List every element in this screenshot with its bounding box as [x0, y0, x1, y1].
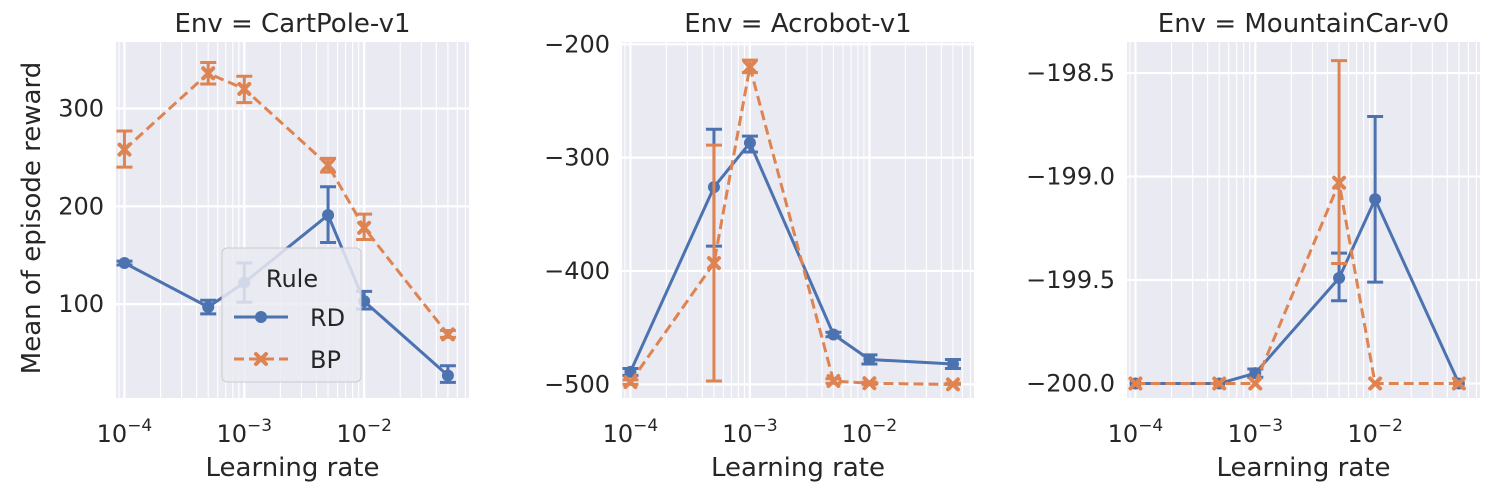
- data-point: [742, 59, 757, 74]
- data-point: [1128, 376, 1143, 391]
- series-bp: [1128, 59, 1466, 391]
- x-tick-label: 10−3: [1227, 416, 1283, 448]
- panel-3: 10−4 10−3 10−2 −200.0 −199.5 −199.0 −198.5 Env …: [1026, 9, 1480, 483]
- x-tick-label: 10−3: [216, 416, 272, 448]
- series-line: [629, 65, 954, 386]
- data-point: [827, 328, 840, 341]
- data-point: [117, 142, 132, 157]
- y-tick-label: −200.0: [1026, 370, 1115, 398]
- panel-2: 10−4 10−3 10−2 −500 −400 −300 −200 Env = Acrobo…: [544, 9, 974, 483]
- data-point: [118, 257, 131, 270]
- legend-box: [221, 247, 362, 383]
- legend-marker: [255, 311, 267, 323]
- y-tick-label: 200: [58, 192, 104, 220]
- panel-title: Env = MountainCar-v0: [1158, 9, 1449, 39]
- data-point: [706, 256, 721, 271]
- data-point: [826, 373, 841, 388]
- series-line: [1135, 181, 1459, 385]
- series-rd: [622, 127, 961, 378]
- series-line: [123, 71, 450, 336]
- panel-1: 10−4 10−3 10−2 100 200 300 Env = CartPole-v1 Le…: [17, 9, 469, 483]
- x-axis-label: Learning rate: [1217, 453, 1391, 483]
- series-line: [629, 141, 954, 373]
- y-tick-label: −400: [544, 257, 610, 285]
- data-point: [946, 357, 959, 370]
- x-tick-label: 10−4: [1108, 416, 1164, 448]
- data-point: [862, 376, 877, 391]
- data-point: [624, 365, 637, 378]
- data-point: [863, 353, 876, 366]
- x-axis-label: Learning rate: [711, 453, 885, 483]
- y-tick-label: −198.5: [1026, 59, 1115, 87]
- data-point: [945, 377, 960, 392]
- data-point: [201, 66, 216, 81]
- plot-background: [622, 42, 974, 398]
- legend-label: RD: [310, 304, 345, 332]
- data-point: [1368, 376, 1383, 391]
- data-point: [1333, 271, 1346, 284]
- y-tick-label: −500: [544, 370, 610, 398]
- data-point: [623, 375, 638, 390]
- data-point: [322, 209, 335, 222]
- y-tick-label: −199.5: [1026, 266, 1115, 294]
- data-point: [237, 81, 252, 96]
- legend-marker: [254, 352, 268, 366]
- x-tick-label: 10−4: [97, 416, 153, 448]
- data-point: [357, 220, 372, 235]
- data-point: [441, 369, 454, 382]
- data-point: [202, 301, 215, 314]
- data-point: [1369, 193, 1382, 206]
- data-point: [1212, 376, 1227, 391]
- panel-title: Env = CartPole-v1: [174, 9, 410, 39]
- x-tick-label: 10−2: [842, 416, 898, 448]
- data-point: [1332, 175, 1347, 190]
- y-tick-label: 100: [58, 290, 104, 318]
- panel-title: Env = Acrobot-v1: [684, 9, 911, 39]
- x-tick-label: 10−4: [603, 416, 659, 448]
- y-axis-label: Mean of episode reward: [17, 62, 47, 374]
- legend-label: BP: [310, 346, 341, 374]
- x-axis-label: Learning rate: [206, 453, 380, 483]
- x-tick-label: 10−2: [336, 416, 392, 448]
- y-tick-label: −199.0: [1026, 163, 1115, 191]
- series-bp: [622, 58, 961, 392]
- y-tick-label: −300: [544, 144, 610, 172]
- data-point: [1248, 376, 1263, 391]
- x-tick-label: 10−3: [722, 416, 778, 448]
- data-point: [440, 327, 455, 342]
- data-point: [743, 136, 756, 149]
- data-point: [1451, 376, 1466, 391]
- plot-background: [1127, 42, 1480, 398]
- series-bp: [116, 61, 456, 342]
- data-point: [321, 158, 336, 173]
- legend: Rule RD BP: [221, 247, 362, 383]
- y-tick-label: 300: [58, 95, 104, 123]
- legend-title: Rule: [266, 265, 318, 293]
- y-tick-label: −200: [544, 30, 610, 58]
- x-tick-label: 10−2: [1347, 416, 1403, 448]
